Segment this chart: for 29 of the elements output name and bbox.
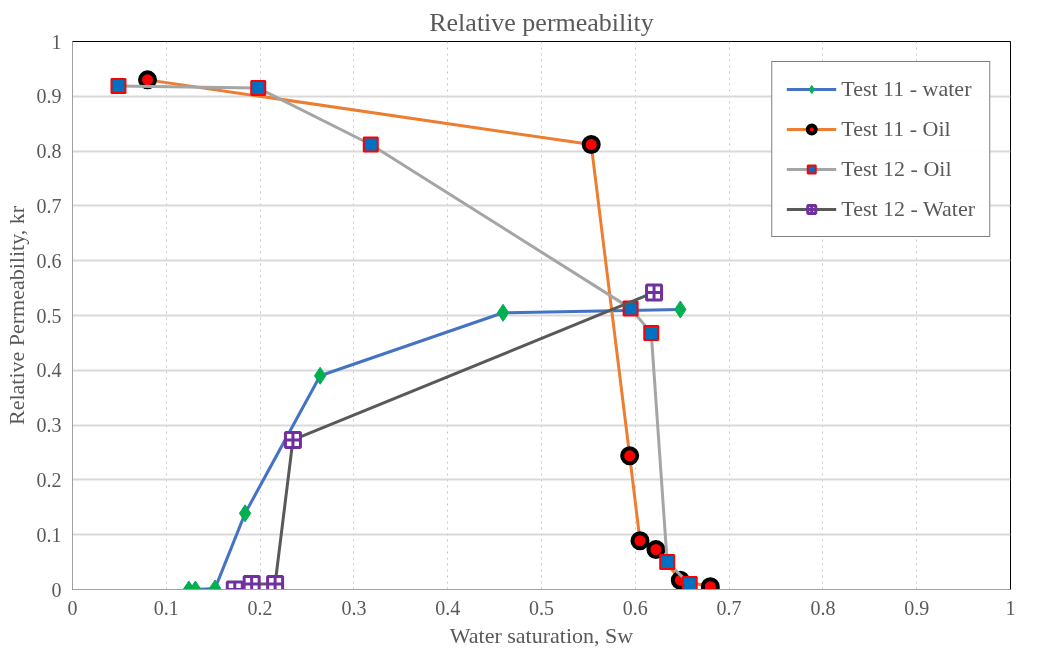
x-tick-label: 0.3: [341, 596, 367, 619]
y-tick-label: 0.3: [36, 414, 62, 437]
legend-label: Test 11 - water: [841, 76, 972, 102]
chart-title: Relative permeability: [429, 7, 654, 37]
x-tick-label: 0.9: [904, 596, 930, 619]
x-tick-label: 0: [67, 596, 78, 619]
legend-label: Test 12 - Oil: [841, 156, 952, 182]
y-tick-label: 0.5: [36, 304, 62, 327]
y-tick-label: 1: [51, 30, 62, 53]
y-tick-label: 0.8: [36, 140, 62, 163]
y-tick-label: 0.4: [36, 359, 62, 382]
y-tick-label: 0.7: [36, 194, 62, 217]
x-tick-label: 0.7: [716, 596, 742, 619]
x-tick-label: 1: [1005, 596, 1016, 619]
x-tick-label: 0.5: [529, 596, 554, 619]
y-axis-title: Relative Permeability, kr: [3, 205, 29, 426]
legend-label: Test 11 - Oil: [841, 116, 951, 142]
x-tick-label: 0.1: [153, 596, 179, 619]
x-tick-label: 0.4: [435, 596, 461, 619]
legend-label: Test 12 - Water: [841, 196, 975, 222]
x-axis-title: Water saturation, Sw: [449, 622, 634, 648]
y-tick-label: 0.2: [36, 468, 62, 491]
x-tick-label: 0.8: [810, 596, 836, 619]
x-tick-label: 0.2: [247, 596, 273, 619]
y-tick-label: 0: [51, 578, 62, 601]
y-tick-label: 0.9: [36, 85, 62, 108]
y-tick-label: 0.1: [36, 523, 62, 546]
x-tick-label: 0.6: [622, 596, 648, 619]
y-tick-label: 0.6: [36, 249, 62, 272]
